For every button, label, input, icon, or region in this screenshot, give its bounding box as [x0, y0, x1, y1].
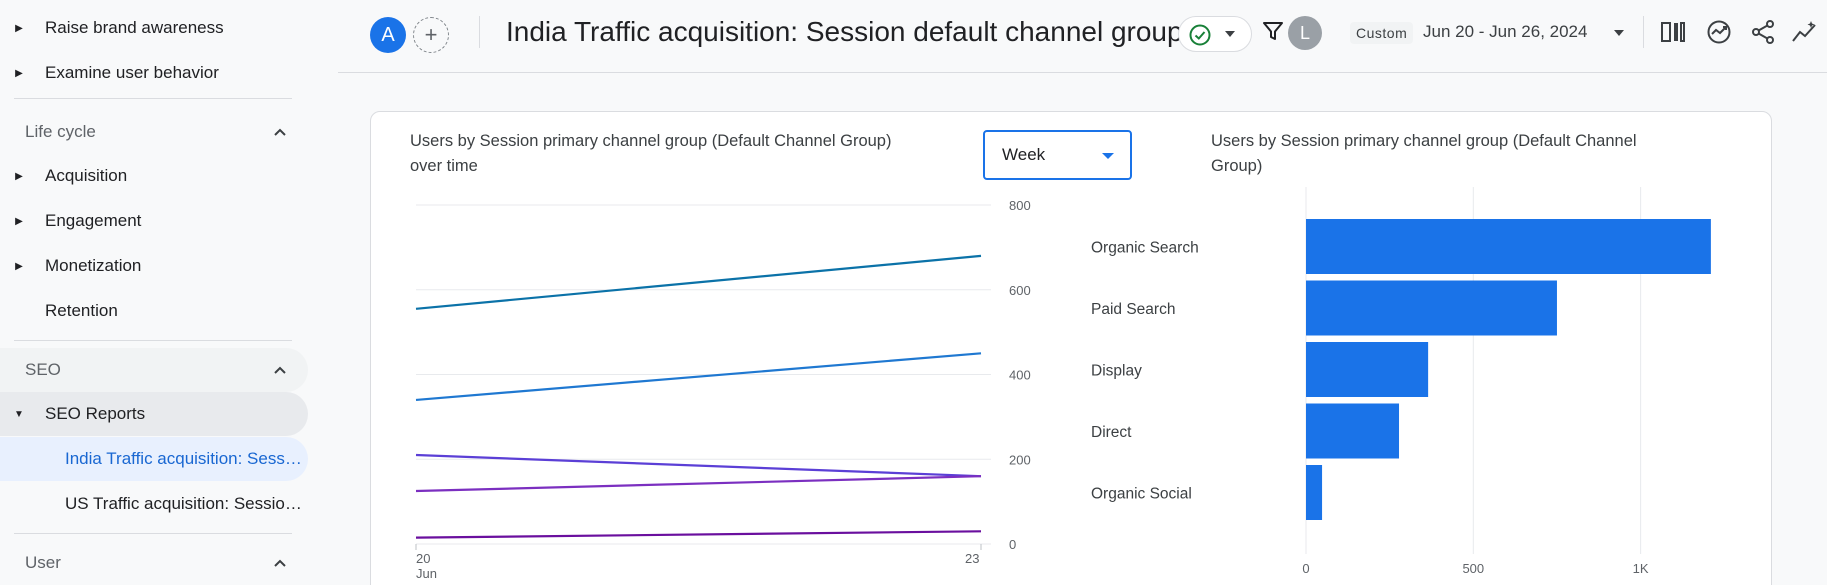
section-header-lifecycle[interactable]: Life cycle	[0, 110, 308, 154]
section-title: Life cycle	[25, 122, 96, 141]
date-range-picker[interactable]: Jun 20 - Jun 26, 2024	[1423, 22, 1588, 41]
series-line-4	[415, 475, 982, 493]
sidebar-item-seo-reports[interactable]: ▼ SEO Reports	[0, 392, 308, 436]
sidebar-divider	[14, 98, 292, 99]
report-status-dropdown[interactable]	[1178, 16, 1252, 52]
line-chart-title-line1: Users by Session primary channel group (…	[410, 132, 892, 150]
sidebar-item-us-traffic-report[interactable]: US Traffic acquisition: Session default …	[0, 482, 308, 526]
x-tick-label: 0	[1302, 561, 1309, 576]
chevron-up-icon	[274, 559, 286, 567]
category-label: Direct	[1091, 424, 1132, 441]
category-label: Display	[1091, 363, 1142, 380]
sidebar-item-label: India Traffic acquisition: Session defau…	[65, 449, 305, 468]
sidebar-item-label: Examine user behavior	[45, 63, 219, 82]
granularity-select[interactable]: Week	[983, 130, 1132, 180]
header-separator	[1643, 16, 1644, 48]
caret-right-icon: ▶	[15, 215, 23, 227]
sidebar-divider	[14, 533, 292, 534]
section-header-seo[interactable]: SEO	[0, 348, 308, 392]
sidebar-item-label: Retention	[45, 301, 118, 320]
caret-right-icon: ▶	[15, 170, 23, 182]
user-avatar[interactable]: L	[1288, 16, 1322, 50]
header-separator	[479, 16, 480, 48]
caret-right-icon: ▶	[15, 67, 23, 79]
sidebar-item-india-traffic-report[interactable]: India Traffic acquisition: Session defau…	[0, 437, 308, 481]
bar-chart-title: Users by Session primary channel group (…	[1211, 129, 1691, 179]
category-label: Organic Social	[1091, 486, 1192, 503]
series-line-5	[415, 530, 982, 539]
bar-chart-title-line1: Users by Session primary channel group (…	[1211, 132, 1637, 150]
chevron-down-icon	[1225, 31, 1235, 37]
y-tick-label: 0	[1009, 537, 1016, 552]
share-icon[interactable]	[1748, 17, 1778, 47]
check-circle-icon	[1189, 24, 1211, 46]
bar-chart: 0 500 1K Organic Search Paid Search Display Di…	[1091, 187, 1711, 576]
bar	[1306, 403, 1400, 459]
bar	[1306, 465, 1323, 520]
category-label: Organic Search	[1091, 240, 1199, 257]
section-title: User	[25, 553, 61, 572]
x-tick-label: 20	[416, 551, 430, 566]
series-line-3	[415, 453, 982, 478]
y-tick-label: 600	[1009, 283, 1031, 298]
compare-icon[interactable]	[1658, 17, 1688, 47]
comparison-avatar[interactable]: A	[370, 17, 406, 53]
bar-chart-title-line2: Group)	[1211, 157, 1263, 175]
caret-down-icon: ▼	[14, 408, 24, 420]
x-tick-label: 23	[965, 551, 979, 566]
dropdown-arrow-icon	[1102, 153, 1114, 159]
bar	[1306, 280, 1557, 336]
trend-icon[interactable]	[1790, 17, 1820, 47]
x-sub-label: Jun	[416, 566, 437, 581]
insights-icon[interactable]	[1704, 17, 1734, 47]
chevron-up-icon	[274, 366, 286, 374]
y-tick-label: 200	[1009, 452, 1031, 467]
caret-right-icon: ▶	[15, 260, 23, 272]
sidebar-item-label: Acquisition	[45, 166, 128, 185]
section-title: SEO	[25, 360, 61, 379]
chevron-up-icon	[274, 128, 286, 136]
section-header-user[interactable]: User	[0, 541, 308, 585]
category-label: Paid Search	[1091, 301, 1175, 318]
page-title: India Traffic acquisition: Session defau…	[506, 16, 1183, 47]
report-header: A + India Traffic acquisition: Session d…	[338, 0, 1827, 72]
bar	[1306, 342, 1429, 397]
sidebar-item-label: Raise brand awareness	[45, 18, 224, 37]
caret-right-icon: ▶	[15, 22, 23, 34]
add-comparison-button[interactable]: +	[413, 17, 449, 53]
line-chart-title: Users by Session primary channel group (…	[410, 129, 950, 179]
y-tick-label: 400	[1009, 368, 1031, 383]
line-chart-title-line2: over time	[410, 157, 478, 175]
y-tick-label: 800	[1009, 198, 1031, 213]
x-tick-label: 1K	[1633, 561, 1649, 576]
granularity-value: Week	[1002, 145, 1046, 164]
chevron-down-icon[interactable]	[1614, 30, 1624, 36]
sidebar: ▶ Raise brand awareness ▶ Examine user b…	[0, 0, 320, 585]
x-tick-label: 500	[1462, 561, 1484, 576]
series-line-1	[415, 254, 982, 310]
sidebar-item-label: Monetization	[45, 256, 142, 275]
bar	[1306, 219, 1711, 274]
series-line-2	[415, 352, 982, 402]
sidebar-divider	[14, 340, 292, 341]
sidebar-item-label: Engagement	[45, 211, 142, 230]
date-preset-badge: Custom	[1350, 22, 1414, 44]
report-card: Users by Session primary channel group (…	[370, 111, 1772, 585]
header-divider	[338, 72, 1827, 73]
filter-icon[interactable]	[1262, 20, 1284, 42]
sidebar-item-label: SEO Reports	[45, 404, 146, 423]
sidebar-item-label: US Traffic acquisition: Session default …	[65, 494, 305, 513]
